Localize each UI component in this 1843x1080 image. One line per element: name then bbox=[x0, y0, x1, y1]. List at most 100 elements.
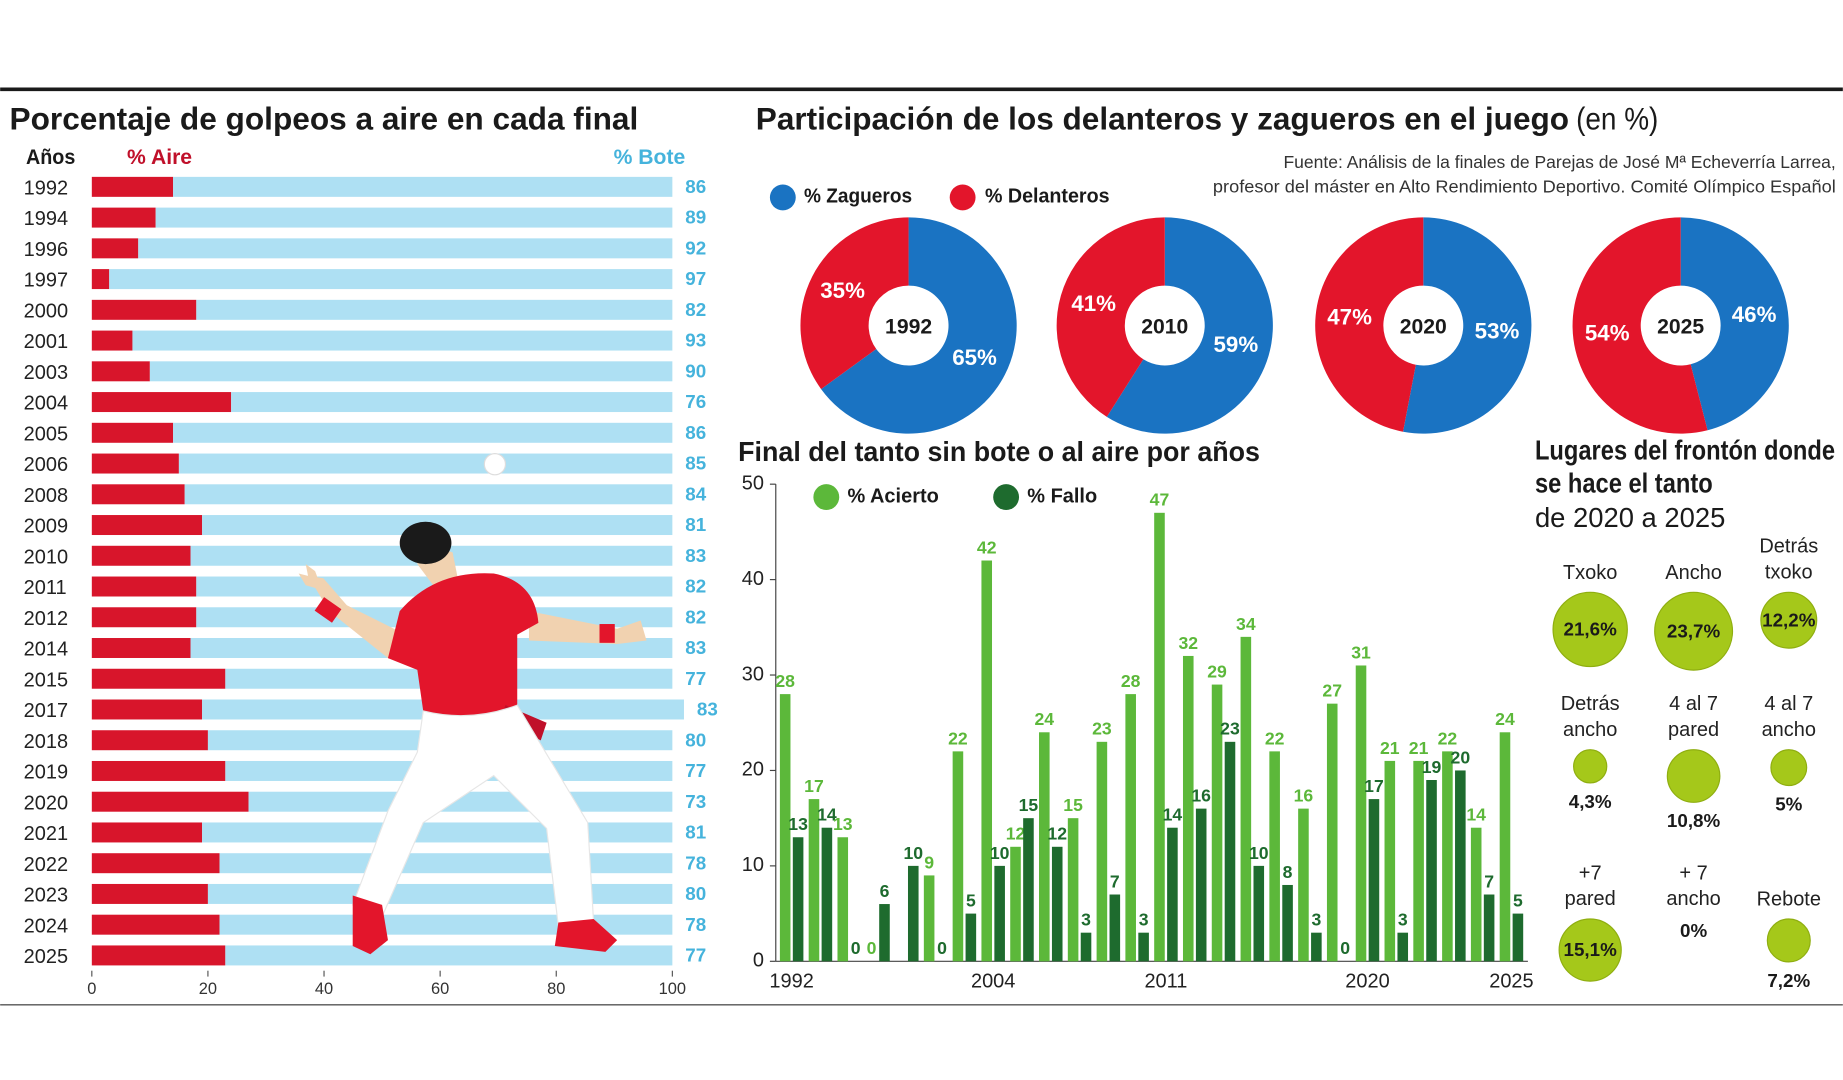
category-label: 4 al 7 ancho bbox=[1762, 693, 1816, 741]
data-label: 8 bbox=[1283, 862, 1293, 882]
bar-segment bbox=[178, 453, 673, 474]
data-label: 23,7% bbox=[1667, 620, 1721, 641]
bar-segment bbox=[91, 515, 203, 536]
data-label: 4,3% bbox=[1569, 791, 1612, 812]
data-label: 6 bbox=[880, 881, 890, 901]
data-label: 42 bbox=[977, 537, 997, 557]
y-tick-label: 1992 bbox=[24, 177, 68, 199]
axis-title: Años bbox=[26, 146, 75, 169]
bar-segment bbox=[219, 853, 673, 874]
bar-segment bbox=[91, 176, 174, 197]
bar-segment bbox=[91, 269, 110, 290]
data-label: 21 bbox=[1409, 738, 1429, 758]
y-tick-label: 2018 bbox=[24, 731, 68, 753]
legend-swatch bbox=[813, 484, 840, 511]
bar bbox=[1499, 732, 1511, 962]
bar-segment bbox=[91, 299, 197, 320]
bar-segment bbox=[91, 422, 174, 443]
bar-segment bbox=[91, 607, 197, 628]
data-label: 31 bbox=[1351, 642, 1371, 662]
data-label: 22 bbox=[1438, 728, 1458, 748]
y-tick-label: 1994 bbox=[24, 208, 68, 230]
bar bbox=[779, 694, 791, 962]
bar bbox=[1512, 913, 1524, 962]
bar bbox=[923, 875, 935, 962]
x-tick-label: 2020 bbox=[1345, 971, 1389, 993]
data-label: 7 bbox=[1484, 871, 1494, 891]
data-label: 76 bbox=[685, 391, 706, 412]
data-label: 0 bbox=[851, 938, 861, 958]
y-tick-label: 0 bbox=[753, 950, 764, 972]
chart-title-box: Lugares del frontón donde se hace el tan… bbox=[1534, 434, 1836, 500]
category-label: + 7 ancho bbox=[1666, 863, 1720, 911]
bar-segment bbox=[155, 207, 673, 228]
bar bbox=[1211, 684, 1223, 962]
bar bbox=[808, 799, 820, 962]
bar bbox=[837, 837, 849, 962]
donut-slice bbox=[1315, 217, 1424, 432]
y-tick-label: 2010 bbox=[24, 546, 68, 568]
data-label: 22 bbox=[948, 728, 968, 748]
y-tick-label: 50 bbox=[742, 472, 764, 494]
shoe-right bbox=[554, 918, 618, 952]
data-label: 77 bbox=[685, 668, 706, 689]
y-tick-label: 2021 bbox=[24, 823, 68, 845]
donut-slice bbox=[1106, 217, 1273, 434]
y-tick-label: 10 bbox=[742, 854, 764, 876]
chart-title: Lugares del frontón donde se hace el tan… bbox=[1534, 434, 1836, 500]
bar-segment bbox=[91, 545, 191, 566]
data-label: 78 bbox=[685, 852, 706, 873]
data-label: 13 bbox=[833, 814, 853, 834]
category-label: 2010 bbox=[1141, 315, 1188, 338]
data-label: 5 bbox=[1513, 890, 1523, 910]
bar bbox=[907, 865, 919, 962]
x-tick-label: 40 bbox=[315, 980, 333, 998]
arm-right bbox=[528, 611, 647, 645]
data-label: 15 bbox=[1063, 795, 1083, 815]
bar bbox=[1455, 770, 1466, 962]
category-label: 2020 bbox=[1400, 315, 1447, 338]
bar-segment bbox=[91, 730, 208, 751]
bar bbox=[1483, 894, 1495, 962]
data-label: 22 bbox=[1265, 728, 1285, 748]
y-tick-label: 2012 bbox=[24, 608, 68, 630]
data-label: 10 bbox=[990, 843, 1010, 863]
wristband bbox=[599, 624, 615, 643]
bar bbox=[792, 837, 804, 962]
donut-slice bbox=[800, 217, 909, 390]
bar-segment bbox=[91, 699, 203, 720]
bar-segment bbox=[91, 883, 208, 904]
bar bbox=[1326, 703, 1338, 962]
donut-slice bbox=[821, 217, 1017, 434]
shoe-left bbox=[352, 895, 388, 955]
bar bbox=[1154, 512, 1165, 962]
bar-segment bbox=[196, 299, 673, 320]
data-label: 0 bbox=[1340, 938, 1350, 958]
shirt bbox=[387, 573, 539, 716]
category-label: 4 al 7 pared bbox=[1668, 693, 1719, 741]
data-label: 78 bbox=[685, 914, 706, 935]
x-tick-label: 100 bbox=[659, 980, 686, 998]
data-label: 53% bbox=[1475, 318, 1520, 343]
bubble bbox=[1766, 918, 1811, 963]
bar-segment bbox=[91, 853, 220, 874]
data-label: 29 bbox=[1207, 661, 1227, 681]
data-label: 14 bbox=[817, 805, 837, 825]
data-label: 41% bbox=[1071, 291, 1116, 316]
data-label: 16 bbox=[1191, 786, 1211, 806]
legend-swatch bbox=[769, 184, 796, 211]
x-tick-label: 0 bbox=[87, 980, 96, 998]
chart-title: Participación de los delanteros y zaguer… bbox=[756, 100, 1569, 136]
bar-segment bbox=[91, 207, 156, 228]
legend-label: % Zagueros bbox=[804, 186, 912, 208]
y-tick-label: 2006 bbox=[24, 454, 68, 476]
data-label: 92 bbox=[685, 237, 706, 258]
data-label: 86 bbox=[685, 176, 706, 197]
category-label: Detrás ancho bbox=[1561, 693, 1620, 741]
data-label: 97 bbox=[685, 268, 706, 289]
x-tick-label: 80 bbox=[547, 980, 565, 998]
bar bbox=[1282, 884, 1293, 962]
data-label: 17 bbox=[1364, 776, 1384, 796]
y-tick-label: 2019 bbox=[24, 762, 68, 784]
bar bbox=[1311, 932, 1322, 962]
